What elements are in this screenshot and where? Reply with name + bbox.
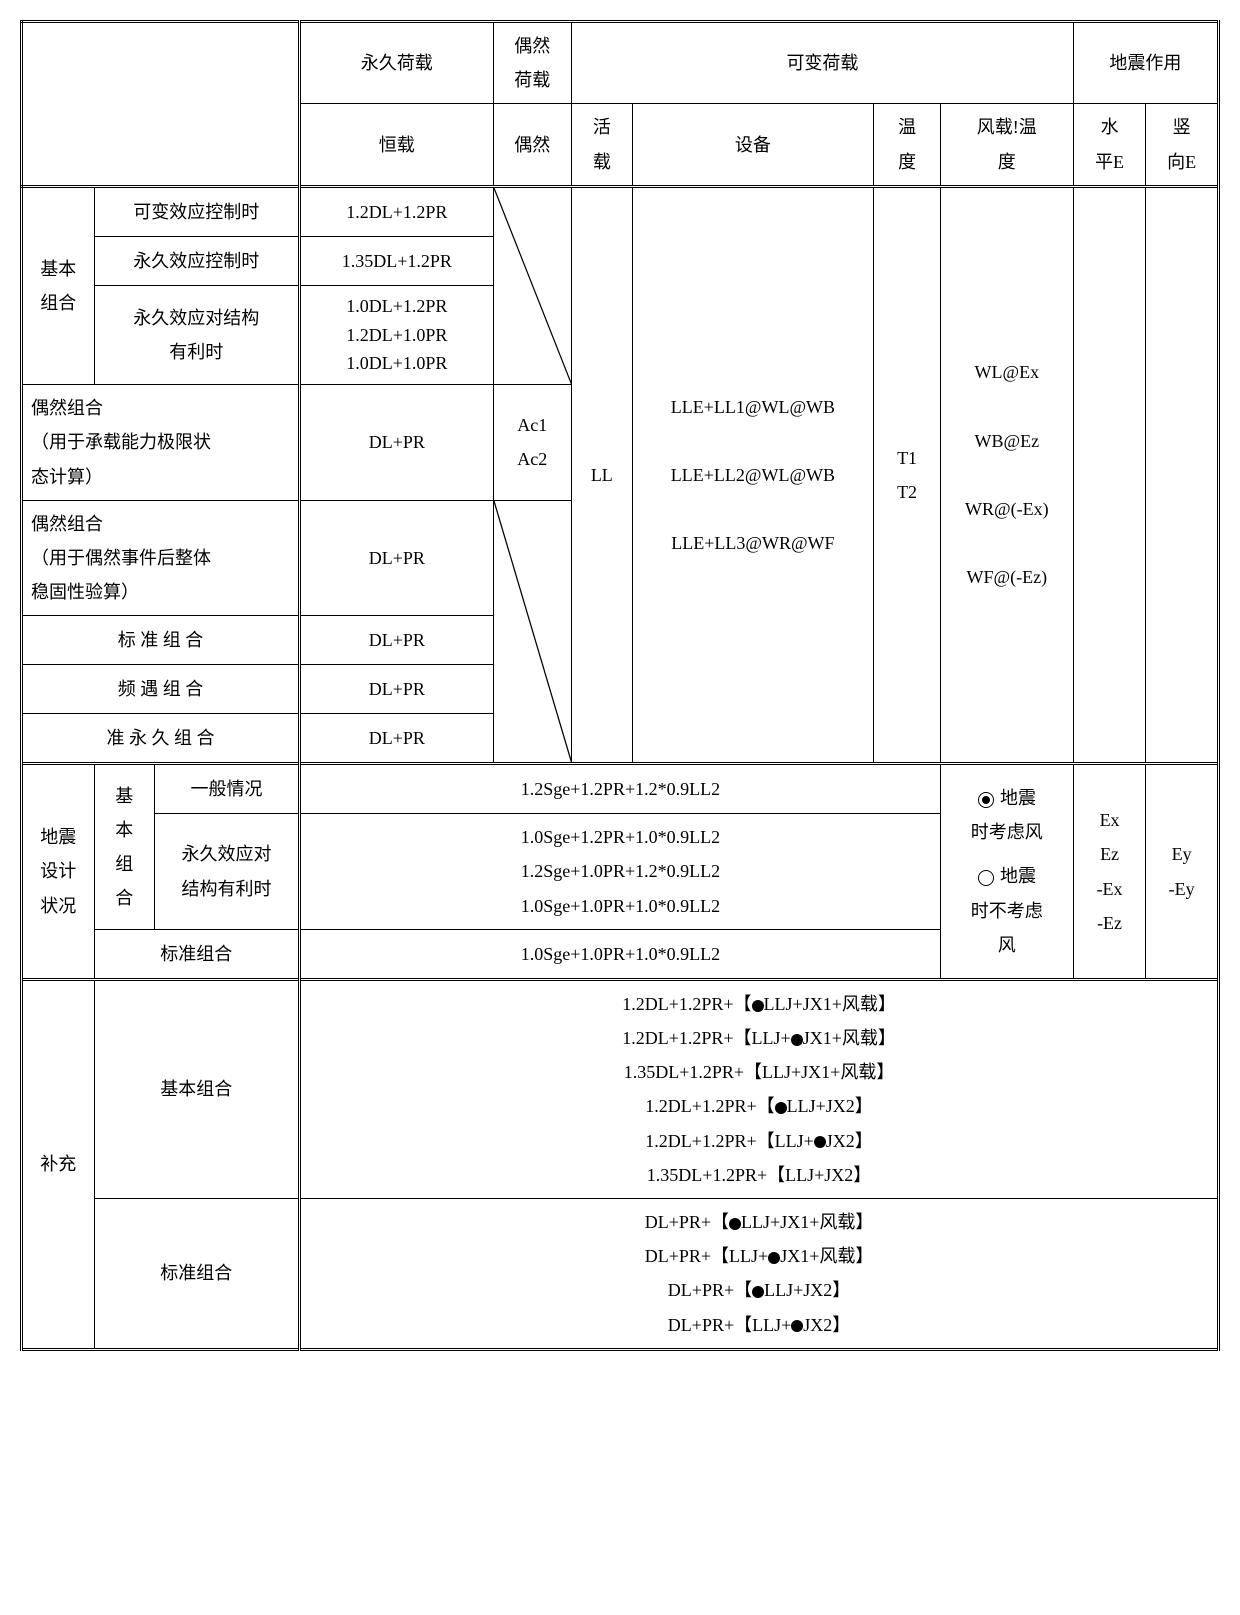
rowB1: 地震 设计 状况 基 本 组 合 一般情况 1.2Sge+1.2PR+1.2*0… (22, 764, 1219, 814)
b1-val: 1.2Sge+1.2PR+1.2*0.9LL2 (300, 764, 941, 814)
b-std-val: 1.0Sge+1.0PR+1.0*0.9LL2 (300, 929, 941, 979)
hdr-var-load: 可变荷载 (572, 22, 1074, 104)
blockA-vE-blank (1146, 186, 1219, 764)
blockA-hE-blank (1073, 186, 1146, 764)
c-std-label: 标准组合 (94, 1198, 300, 1349)
acc1-label: 偶然组合 （用于承载能力极限状 态计算） (22, 385, 300, 501)
hdr-seis-load: 地震作用 (1073, 22, 1218, 104)
wind-col: WL@Ex WB@Ez WR@(-Ex) WF@(-Ez) (940, 186, 1073, 764)
c-std-vals: DL+PR+【LLJ+JX1+风载】 DL+PR+【LLJ+JX1+风载】 DL… (300, 1198, 1219, 1349)
blank-corner (22, 22, 300, 104)
hdr-dl: 恒载 (300, 104, 493, 186)
bullet-icon (729, 1218, 741, 1230)
b2-val: 1.0Sge+1.2PR+1.0*0.9LL2 1.2Sge+1.0PR+1.2… (300, 814, 941, 930)
bullet-icon (775, 1102, 787, 1114)
radio-off-icon[interactable] (978, 870, 994, 886)
bullet-icon (791, 1320, 803, 1332)
hdr-acc-load: 偶然 荷载 (493, 22, 572, 104)
supp-title: 补充 (22, 979, 95, 1349)
hdr-ll: 活 载 (572, 104, 632, 186)
perm-label: 准 永 久 组 合 (22, 714, 300, 764)
perm-val: DL+PR (300, 714, 493, 764)
freq-label: 频 遇 组 合 (22, 665, 300, 714)
bullet-icon (814, 1136, 826, 1148)
hdr-wind-temp: 风载!温 度 (940, 104, 1073, 186)
std-label: 标 准 组 合 (22, 616, 300, 665)
acc2-val: DL+PR (300, 500, 493, 616)
seis-title: 地震 设计 状况 (22, 764, 95, 980)
c-basic-vals: 1.2DL+1.2PR+【LLJ+JX1+风载】 1.2DL+1.2PR+【LL… (300, 979, 1219, 1198)
bullet-icon (752, 1000, 764, 1012)
hdr-v-e: 竖 向E (1146, 104, 1219, 186)
seis-vE: Ey -Ey (1146, 764, 1219, 980)
hdr-acc: 偶然 (493, 104, 572, 186)
blank-corner-2 (22, 104, 300, 186)
acc1-val: DL+PR (300, 385, 493, 501)
std-val: DL+PR (300, 616, 493, 665)
diag-a2 (493, 500, 572, 764)
load-combination-table: 永久荷载 偶然 荷载 可变荷载 地震作用 恒载 偶然 活 载 设备 温 度 风载… (20, 20, 1220, 1351)
c-basic-label: 基本组合 (94, 979, 300, 1198)
acc2-label: 偶然组合 （用于偶然事件后整体 稳固性验算） (22, 500, 300, 616)
seis-options: 地震 时考虑风 地震 时不考虑 风 (940, 764, 1073, 980)
bullet-icon (752, 1286, 764, 1298)
bullet-icon (791, 1034, 803, 1046)
rowC1: 补充 基本组合 1.2DL+1.2PR+【LLJ+JX1+风载】 1.2DL+1… (22, 979, 1219, 1198)
freq-val: DL+PR (300, 665, 493, 714)
rowA2-label: 永久效应控制时 (94, 236, 300, 285)
radio-on-icon[interactable] (978, 792, 994, 808)
rowA2-val: 1.35DL+1.2PR (300, 236, 493, 285)
rowA1-val: 1.2DL+1.2PR (300, 186, 493, 236)
b-std-label: 标准组合 (94, 929, 300, 979)
acc1-ac: Ac1 Ac2 (493, 385, 572, 501)
basic-combo-title: 基本 组合 (22, 186, 95, 384)
rowA1-label: 可变效应控制时 (94, 186, 300, 236)
ll-col: LL (572, 186, 632, 764)
seis-sub: 基 本 组 合 (94, 764, 154, 930)
hdr-equip: 设备 (632, 104, 874, 186)
rowA1: 基本 组合 可变效应控制时 1.2DL+1.2PR LL LLE+LL1@WL@… (22, 186, 1219, 236)
hdr-perm-load: 永久荷载 (300, 22, 493, 104)
temp-col: T1 T2 (874, 186, 940, 764)
equip-col: LLE+LL1@WL@WB LLE+LL2@WL@WB LLE+LL3@WR@W… (632, 186, 874, 764)
header-row-2: 恒载 偶然 活 载 设备 温 度 风载!温 度 水 平E 竖 向E (22, 104, 1219, 186)
rowA3-label: 永久效应对结构 有利时 (94, 285, 300, 384)
seis-hE: Ex Ez -Ex -Ez (1073, 764, 1146, 980)
rowC2: 标准组合 DL+PR+【LLJ+JX1+风载】 DL+PR+【LLJ+JX1+风… (22, 1198, 1219, 1349)
bullet-icon (768, 1252, 780, 1264)
diag-a1 (493, 186, 572, 384)
rowA3-val: 1.0DL+1.2PR 1.2DL+1.0PR 1.0DL+1.0PR (300, 285, 493, 384)
b2-label: 永久效应对 结构有利时 (154, 814, 299, 930)
header-row-1: 永久荷载 偶然 荷载 可变荷载 地震作用 (22, 22, 1219, 104)
b1-label: 一般情况 (154, 764, 299, 814)
hdr-temp: 温 度 (874, 104, 940, 186)
hdr-h-e: 水 平E (1073, 104, 1146, 186)
